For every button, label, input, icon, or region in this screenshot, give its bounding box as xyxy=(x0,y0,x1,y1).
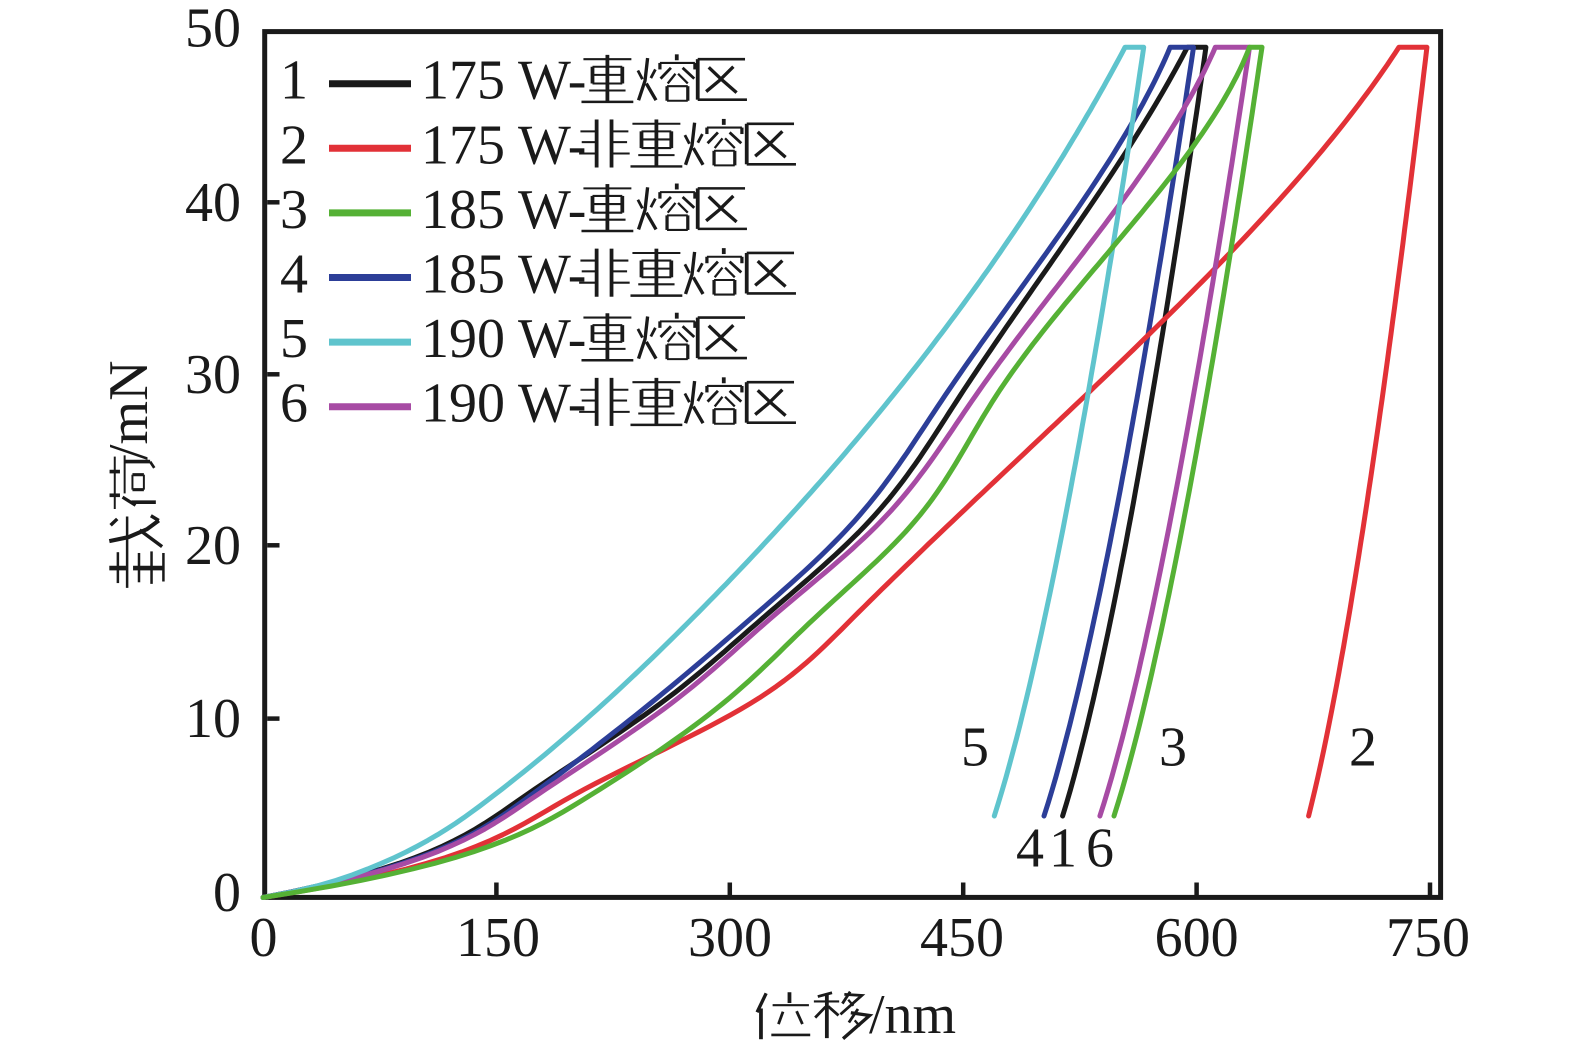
svg-text:/nm: /nm xyxy=(869,984,956,1046)
svg-text:190 W-: 190 W- xyxy=(421,373,586,435)
svg-text:0: 0 xyxy=(250,907,278,969)
svg-text:450: 450 xyxy=(920,907,1004,969)
svg-text:6: 6 xyxy=(1086,818,1114,880)
svg-text:5: 5 xyxy=(961,717,989,779)
svg-text:40: 40 xyxy=(185,172,241,234)
svg-text:190 W-: 190 W- xyxy=(421,308,586,370)
svg-text:185 W-: 185 W- xyxy=(421,179,586,241)
svg-text:3: 3 xyxy=(280,179,308,241)
svg-text:0: 0 xyxy=(213,862,241,924)
svg-text:2: 2 xyxy=(1349,717,1377,779)
svg-text:20: 20 xyxy=(185,515,241,577)
svg-text:750: 750 xyxy=(1386,907,1470,969)
svg-text:2: 2 xyxy=(280,114,308,176)
svg-text:30: 30 xyxy=(185,344,241,406)
svg-text:175 W-: 175 W- xyxy=(421,50,586,112)
svg-text:185 W-: 185 W- xyxy=(421,244,586,306)
svg-text:600: 600 xyxy=(1155,907,1239,969)
svg-text:3: 3 xyxy=(1159,717,1187,779)
svg-text:4: 4 xyxy=(1016,818,1044,880)
svg-text:50: 50 xyxy=(185,0,241,60)
svg-text:1: 1 xyxy=(1049,818,1077,880)
svg-text:300: 300 xyxy=(688,907,772,969)
svg-text:150: 150 xyxy=(456,907,540,969)
svg-text:5: 5 xyxy=(280,308,308,370)
svg-text:10: 10 xyxy=(185,688,241,750)
svg-text:/mN: /mN xyxy=(98,360,160,460)
svg-text:4: 4 xyxy=(280,244,308,306)
svg-text:175 W-: 175 W- xyxy=(421,114,586,176)
svg-text:6: 6 xyxy=(280,373,308,435)
svg-text:1: 1 xyxy=(280,50,308,112)
